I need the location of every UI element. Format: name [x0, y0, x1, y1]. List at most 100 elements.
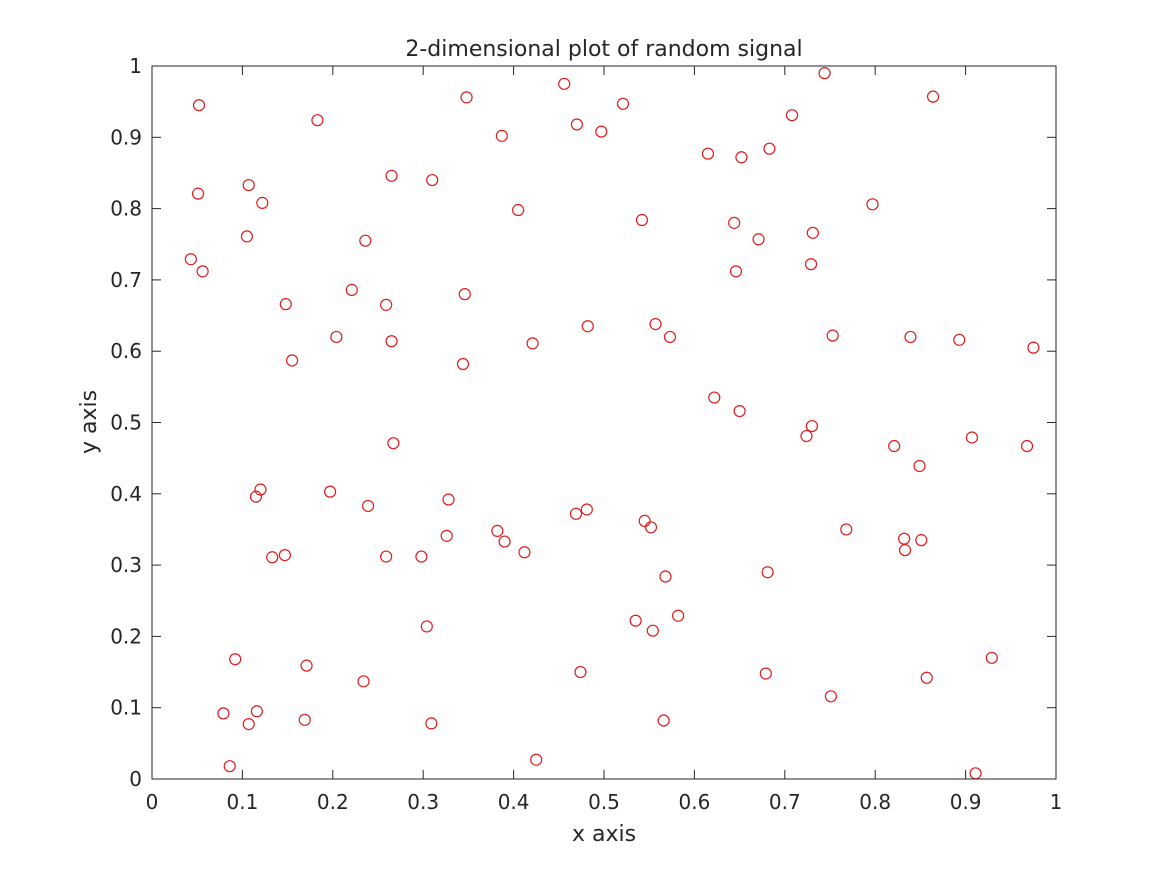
- data-point: [569, 507, 583, 520]
- x-tick-label: 0.7: [769, 790, 801, 814]
- y-tick-label: 0.9: [110, 125, 142, 149]
- data-point: [415, 550, 428, 563]
- data-point: [558, 77, 571, 90]
- data-point: [580, 503, 593, 516]
- data-point: [663, 330, 677, 344]
- data-point: [635, 213, 649, 227]
- data-point: [256, 196, 269, 209]
- data-point: [361, 499, 375, 513]
- x-tick-label: 0.8: [859, 790, 891, 814]
- x-axis-label: x axis: [572, 822, 636, 847]
- data-point: [359, 234, 372, 247]
- data-point: [330, 330, 343, 344]
- data-point: [581, 320, 594, 333]
- y-tick-label: 0.5: [110, 411, 142, 435]
- data-point: [192, 99, 206, 112]
- data-point: [250, 705, 263, 718]
- data-point: [953, 333, 966, 346]
- data-point: [913, 459, 926, 473]
- data-point: [491, 524, 504, 537]
- data-point: [759, 667, 772, 680]
- y-tick-label: 0.7: [110, 268, 142, 292]
- x-tick-label: 0: [146, 790, 159, 814]
- data-point: [646, 624, 659, 637]
- data-point: [672, 609, 685, 622]
- data-point: [915, 534, 928, 547]
- data-point: [805, 419, 819, 433]
- data-point: [526, 337, 539, 350]
- data-point: [824, 690, 838, 703]
- data-point: [240, 230, 254, 243]
- data-point: [804, 258, 818, 271]
- x-tick-label: 0.3: [407, 790, 439, 814]
- plot-area: [152, 66, 1056, 779]
- x-tick-label: 0.6: [678, 790, 710, 814]
- y-axis-label: y axis: [77, 390, 102, 454]
- data-point: [701, 147, 715, 160]
- data-point: [629, 614, 642, 627]
- data-point: [278, 549, 291, 562]
- data-point: [223, 760, 236, 773]
- data-point: [806, 226, 819, 239]
- data-point: [638, 514, 651, 527]
- data-point: [498, 535, 511, 548]
- data-point: [904, 330, 917, 344]
- data-point: [380, 298, 393, 311]
- data-point: [595, 125, 608, 138]
- data-point: [574, 665, 587, 679]
- data-point: [785, 109, 799, 122]
- data-point: [192, 187, 205, 200]
- x-tick-label: 0.5: [588, 790, 620, 814]
- data-point: [985, 651, 998, 664]
- data-point: [426, 173, 439, 187]
- data-point: [380, 550, 393, 563]
- data-point: [733, 404, 746, 418]
- x-tick-label: 0.4: [498, 790, 530, 814]
- data-point: [458, 288, 471, 301]
- data-point: [385, 335, 398, 348]
- y-tick-label: 0.3: [110, 553, 142, 577]
- data-point: [530, 753, 543, 766]
- data-point: [254, 483, 267, 496]
- data-point: [965, 431, 979, 444]
- data-point: [266, 551, 279, 564]
- data-point: [279, 298, 292, 311]
- data-point: [866, 198, 879, 211]
- data-point: [460, 91, 473, 104]
- data-point: [345, 283, 358, 296]
- y-tick-label: 0.8: [110, 197, 142, 221]
- data-point: [217, 707, 230, 720]
- data-point: [456, 357, 470, 371]
- x-tick-label: 0.9: [950, 790, 982, 814]
- x-tick-label: 1: [1050, 790, 1063, 814]
- data-point: [1020, 439, 1034, 453]
- tick-labels-group: 0 0.1 0.2 0.3 0.4 0.5 0.6 0.7 0.8 0.9 1 0 0.1 0.2 0.3 0…: [110, 54, 1062, 814]
- data-point: [442, 493, 455, 506]
- data-point: [196, 265, 209, 278]
- data-point: [242, 178, 255, 192]
- data-point: [249, 490, 263, 503]
- data-point: [659, 570, 672, 583]
- data-point: [440, 529, 453, 542]
- data-point: [184, 253, 197, 266]
- data-point: [657, 714, 670, 727]
- data-point: [300, 659, 313, 672]
- x-tick-label: 0.2: [317, 790, 349, 814]
- data-point: [323, 485, 337, 498]
- data-point: [920, 671, 933, 684]
- data-point: [385, 169, 398, 182]
- y-tick-label: 0.2: [110, 624, 142, 648]
- data-point: [420, 620, 433, 633]
- chart-title: 2-dimensional plot of random signal: [405, 37, 802, 62]
- data-point: [616, 97, 630, 110]
- plot-frame: [151, 65, 1057, 780]
- data-point: [728, 216, 741, 229]
- data-point: [840, 523, 853, 536]
- data-point: [818, 67, 831, 80]
- data-point: [518, 546, 531, 559]
- data-point: [357, 675, 370, 688]
- data-point: [926, 90, 940, 103]
- data-point: [649, 318, 662, 331]
- data-point: [387, 437, 400, 450]
